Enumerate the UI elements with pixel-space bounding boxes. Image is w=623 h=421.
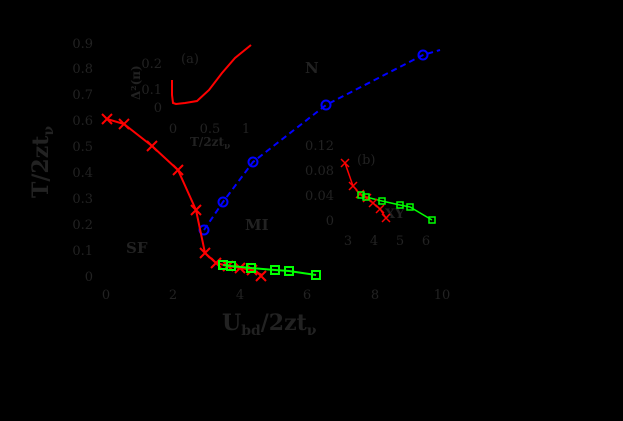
y-tick: 0.2 (72, 218, 93, 233)
inset-a-x-tick: 0 (169, 122, 177, 137)
inset-b-tag: (b) (357, 153, 375, 168)
region-label-sf: SF (126, 239, 148, 257)
inset-b-y-tick: 0.04 (305, 189, 334, 204)
y-tick: 0.9 (72, 37, 93, 52)
inset-a: Δ²(π) 0.2 0.1 0 0 0.5 1 T/2ztν (a) (129, 44, 252, 152)
y-tick: 0.5 (72, 140, 93, 155)
inset-a-y-tick: 0.1 (141, 83, 162, 98)
y-tick: 0.4 (72, 166, 93, 181)
inset-b-y-tick: 0.12 (305, 139, 334, 154)
inset-b: 0.12 0.08 0.04 0 3 4 5 6 (b) XY (305, 139, 436, 249)
x-tick: 8 (371, 288, 379, 303)
y-tick: 0.8 (72, 62, 93, 77)
y-tick: 0 (85, 270, 93, 285)
inset-b-x-tick: 4 (370, 234, 378, 249)
x-axis-label: Ubd/2ztν (222, 310, 317, 339)
inset-a-y-tick: 0 (154, 101, 162, 116)
inset-b-xy-label: XY (385, 207, 405, 222)
y-axis-label: T/2ztν (28, 126, 57, 198)
blue-mi-n-curve (203, 49, 441, 231)
inset-a-x-tick: 1 (242, 122, 250, 137)
x-tick: 0 (102, 288, 110, 303)
inset-b-x-tick: 5 (396, 234, 404, 249)
inset-b-x-tick: 3 (344, 234, 352, 249)
region-label-mi: MI (245, 216, 269, 234)
x-tick: 10 (434, 288, 451, 303)
inset-a-y-tick: 0.2 (141, 57, 162, 72)
x-tick: 6 (303, 288, 311, 303)
inset-a-x-tick: 0.5 (200, 122, 221, 137)
inset-b-y-tick: 0 (326, 214, 334, 229)
inset-a-curve (171, 44, 252, 106)
y-tick: 0.3 (72, 192, 93, 207)
y-tick: 0.1 (72, 244, 93, 259)
inset-b-x-tick: 6 (422, 234, 430, 249)
y-tick: 0.7 (72, 88, 93, 103)
inset-a-tag: (a) (181, 52, 199, 67)
inset-b-green-markers (357, 191, 436, 224)
y-axis-ticks: 0 0.1 0.2 0.3 0.4 0.5 0.6 0.7 0.8 0.9 (72, 37, 93, 285)
x-tick: 2 (169, 288, 177, 303)
y-tick: 0.6 (72, 114, 93, 129)
inset-a-xlabel: T/2ztν (190, 135, 230, 152)
x-axis-ticks: 0 2 4 6 8 10 (102, 288, 450, 303)
inset-b-red-markers (340, 158, 391, 223)
x-tick: 4 (236, 288, 244, 303)
inset-b-y-tick: 0.08 (305, 164, 334, 179)
region-label-n: N (305, 59, 319, 77)
green-square-markers (218, 260, 321, 280)
inset-a-ylabel: Δ²(π) (129, 65, 143, 100)
